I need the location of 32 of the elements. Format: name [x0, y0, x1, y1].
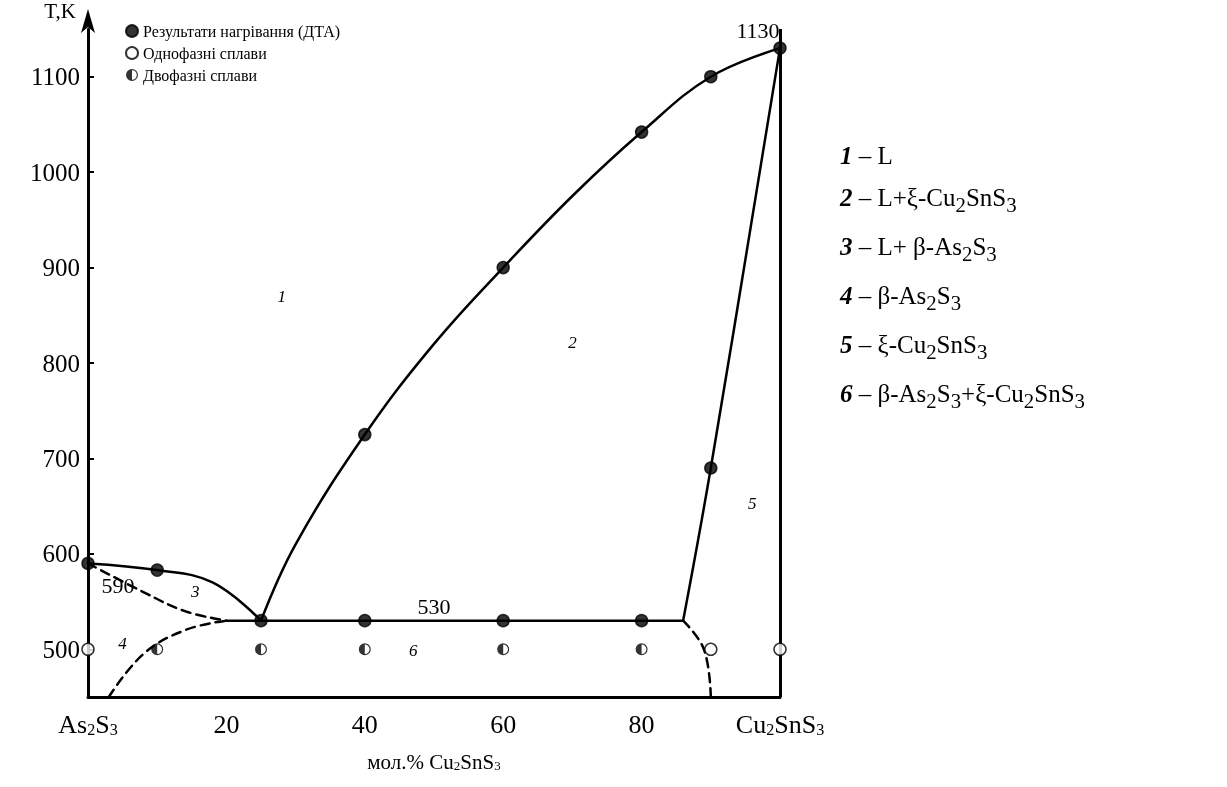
x-axis-title: мол.% Cu2SnS3 — [367, 749, 501, 774]
x-tick-label: 20 — [213, 709, 240, 739]
annotation: 530 — [417, 594, 451, 620]
y-tick-label: 700 — [42, 444, 80, 472]
annotation: 2 — [568, 333, 578, 353]
y-tick-label: 600 — [42, 540, 80, 568]
text: 3 – L+ β-As$_{2}$S$_{3}$ — [840, 232, 998, 268]
annotation: 5 — [748, 493, 757, 513]
y-axis-title: T,K — [44, 0, 76, 23]
text: 5 – ξ-Cu$_{2}$SnS$_{3}$ — [840, 330, 989, 366]
legend-label: Результати нагрівання (ДТА) — [143, 22, 341, 41]
x-tick-label: Cu2SnS3 — [735, 709, 825, 739]
y-tick-label: 900 — [42, 254, 80, 282]
x-tick-label: 40 — [351, 709, 378, 739]
x-tick-label: 80 — [628, 709, 655, 739]
legend-label: Двофазні сплави — [143, 66, 258, 85]
text: 6 – β-As$_{2}$S$_{3}$+ξ-Cu$_{2}$SnS$_{3}$ — [840, 380, 1085, 413]
text: 1 – L — [840, 141, 894, 171]
y-tick-label: 1000 — [30, 158, 80, 186]
annotation: 6 — [408, 640, 418, 660]
annotation: 1 — [277, 286, 287, 306]
annotation: 4 — [118, 634, 128, 654]
text: 4 – β-As$_{2}$S$_{3}$ — [840, 281, 963, 317]
annotation: 1130 — [736, 17, 780, 43]
legend-label: Однофазні сплави — [143, 44, 268, 63]
x-tick-label: 60 — [490, 709, 517, 739]
text: 2 – L+ξ-Cu$_{2}$SnS$_{3}$ — [840, 183, 1018, 219]
annotation: 3 — [190, 581, 200, 601]
x-tick-label: As2S3 — [58, 709, 118, 739]
y-tick-label: 800 — [42, 349, 80, 377]
y-tick-label: 500 — [42, 635, 80, 663]
y-tick-label: 1100 — [30, 63, 80, 91]
